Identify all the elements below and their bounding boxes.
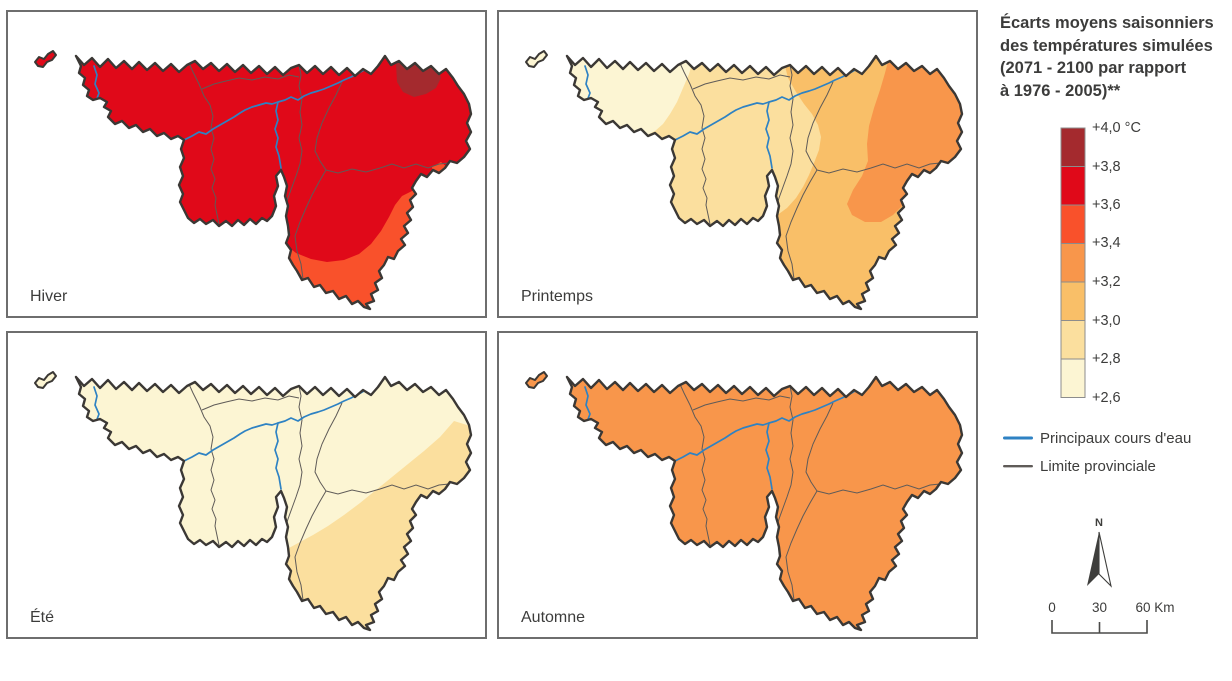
legend-title-line: à 1976 - 2005)**: [1000, 81, 1121, 100]
scale-bar: 0 30 60 Km: [1048, 600, 1175, 634]
legend-title-line: (2071 - 2100 par rapport: [1000, 59, 1187, 77]
map-panel-hiver: Hiver: [6, 10, 487, 318]
panel-label-automne: Automne: [521, 609, 586, 626]
map-panel-automne: Automne: [497, 331, 978, 639]
province-borders: [678, 381, 941, 601]
map-printemps: [525, 50, 964, 311]
scalebar-tick-0: 0: [1048, 600, 1056, 615]
map-automne: [525, 371, 964, 632]
scale-label: +3,4: [1092, 235, 1121, 251]
north-arrow-icon: N: [1087, 517, 1112, 588]
north-label: N: [1095, 517, 1103, 529]
region-base: [567, 377, 962, 630]
color-scale-bar: [1060, 127, 1086, 398]
scalebar-tick-60: 60 Km: [1135, 600, 1174, 615]
river-line-icon: [1003, 436, 1033, 440]
river-meuse-branch: [765, 101, 773, 169]
scale-label: +3,8: [1092, 159, 1121, 175]
region-border: [565, 54, 964, 311]
exclave: [34, 371, 57, 389]
scale-label: +3,6: [1092, 197, 1121, 213]
map-ete: [34, 371, 473, 632]
legend-title-line: Écarts moyens saisonniers: [1000, 14, 1214, 32]
exclave: [34, 50, 57, 68]
river-sambre-meuse: [674, 377, 875, 462]
scale-label: +3,0: [1092, 313, 1121, 329]
scale-label: +2,6: [1092, 390, 1121, 406]
region-border: [565, 375, 964, 632]
province-borders: [678, 60, 941, 280]
scale-label: +4,0 °C: [1092, 120, 1141, 136]
river-sambre-meuse: [183, 377, 384, 462]
river-sambre-meuse: [183, 56, 384, 141]
legend-item-label: Principaux cours d'eau: [1040, 429, 1192, 447]
panel-label-ete: Été: [30, 609, 55, 626]
province-borders: [187, 381, 450, 601]
map-hiver: [34, 50, 473, 311]
exclave: [525, 50, 548, 68]
map-panel-printemps: Printemps: [497, 10, 978, 318]
zone-far-east: [847, 56, 962, 222]
map-panel-ete: Été: [6, 331, 487, 639]
scalebar-tick-30: 30: [1092, 600, 1107, 615]
province-line-icon: [1003, 465, 1033, 468]
province-borders: [187, 60, 450, 280]
river-meuse-branch: [274, 101, 282, 169]
exclave: [525, 371, 548, 389]
legend-item-label: Limite provinciale: [1040, 457, 1156, 475]
legend-item-rivers: Principaux cours d'eau: [1003, 429, 1191, 447]
river-meuse-branch: [765, 422, 773, 490]
region-border: [74, 375, 473, 632]
legend-title-line: des températures simulées: [1000, 36, 1213, 55]
region-border: [74, 54, 473, 311]
legend-item-provinces: Limite provinciale: [1003, 457, 1156, 475]
legend-title: Écarts moyens saisonniers des températur…: [1000, 12, 1228, 102]
panel-label-printemps: Printemps: [521, 288, 594, 305]
panel-label-hiver: Hiver: [30, 288, 68, 305]
scale-label: +3,2: [1092, 274, 1121, 290]
scale-label: +2,8: [1092, 351, 1121, 367]
river-meuse-branch: [274, 422, 282, 490]
river-sambre-meuse: [674, 56, 875, 141]
